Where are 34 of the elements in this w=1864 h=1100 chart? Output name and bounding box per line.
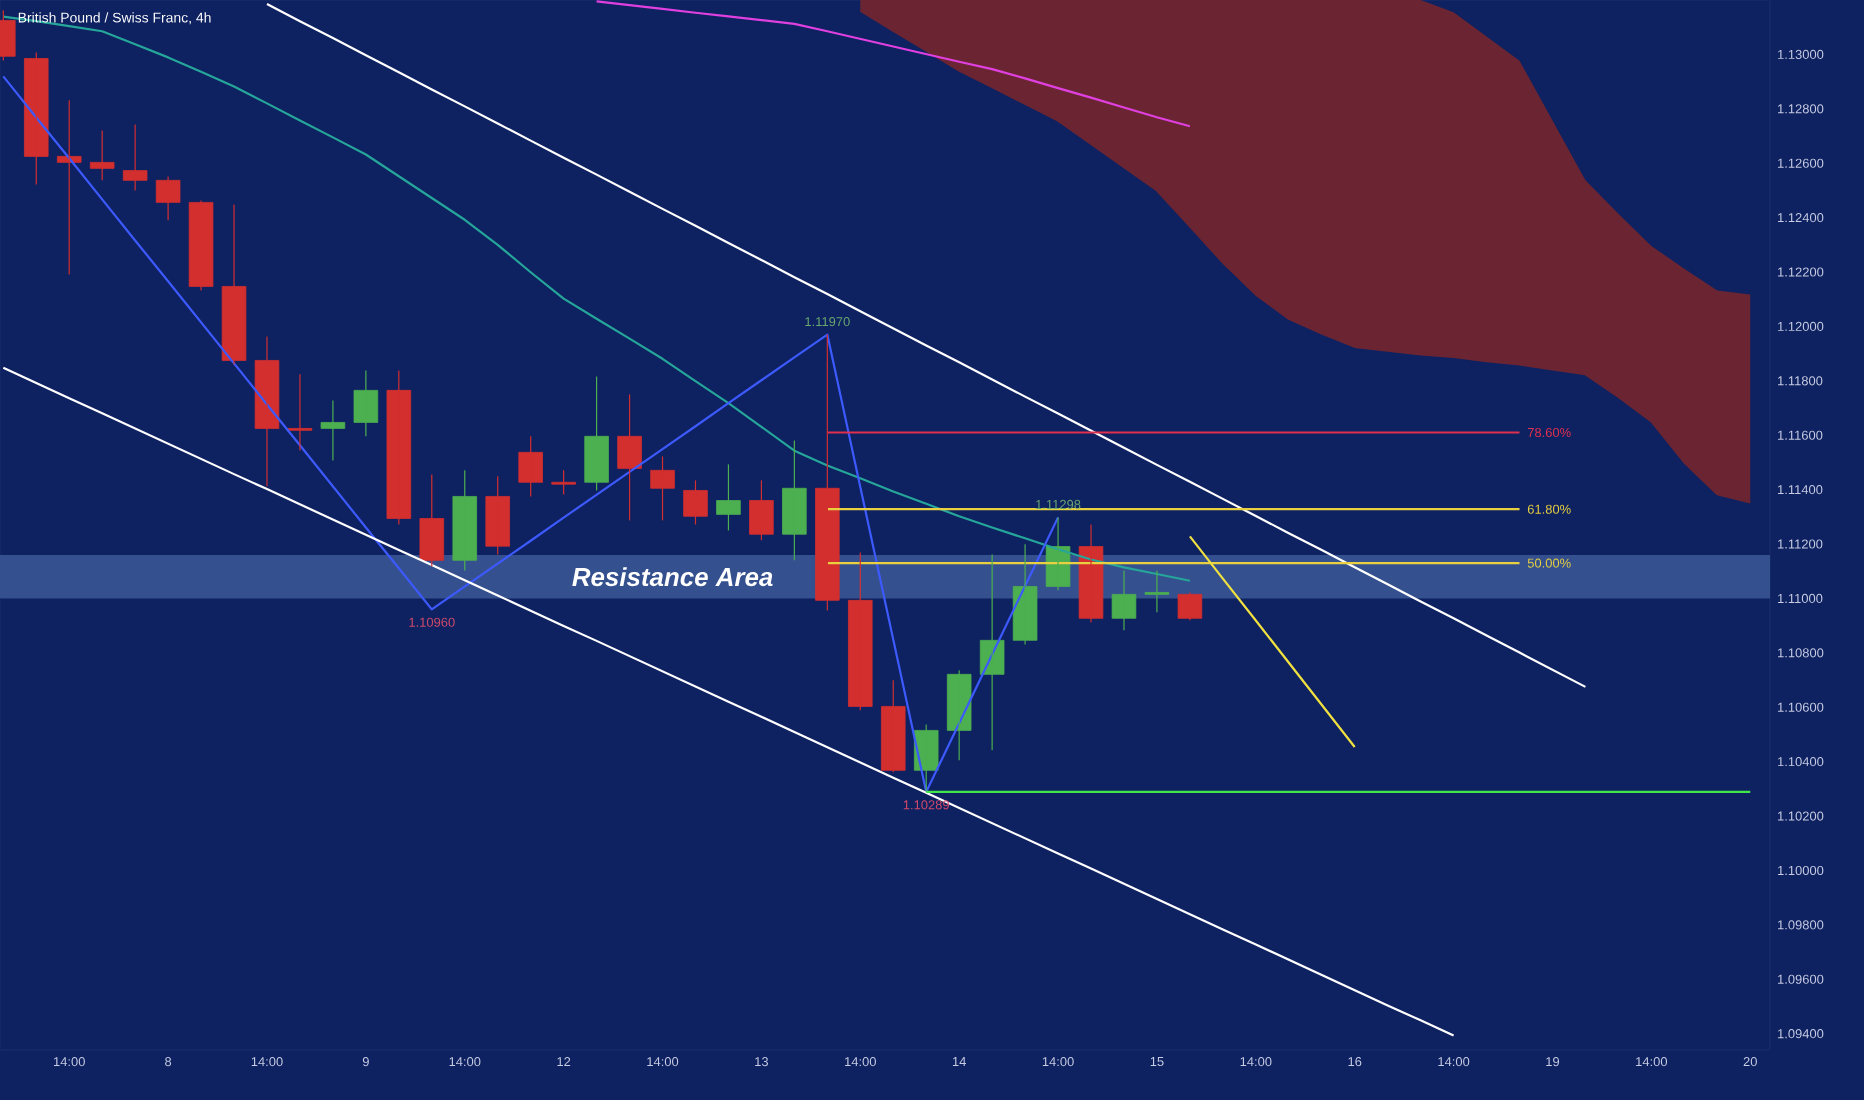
candlestick [683, 479, 708, 526]
candlestick [749, 479, 774, 541]
candlestick [122, 123, 148, 192]
candlestick [419, 473, 445, 567]
candlestick [1078, 523, 1104, 623]
candlestick [848, 551, 873, 711]
candlestick [155, 175, 181, 221]
candlestick [946, 669, 972, 761]
candlestick [89, 129, 115, 181]
candlestick [716, 463, 741, 532]
candlestick [485, 475, 510, 555]
candlestick [452, 469, 478, 572]
candlestick [188, 199, 214, 292]
candlestick [1177, 591, 1203, 621]
candlestick [386, 369, 412, 526]
candlestick [650, 455, 675, 521]
candlestick [287, 373, 313, 452]
candlestick [56, 99, 82, 276]
candlestick [1144, 569, 1170, 613]
candlestick [320, 399, 346, 462]
band-label: Resistance Area [572, 567, 773, 587]
candlestick [584, 375, 609, 492]
candlestick [551, 469, 576, 496]
candlestick [353, 369, 379, 437]
candlestick [1111, 569, 1137, 631]
candlestick [1012, 543, 1038, 646]
candlestick [254, 335, 280, 487]
candlestick [518, 435, 543, 498]
candlestick [880, 679, 906, 773]
candlestick [221, 203, 247, 366]
candlestick [617, 393, 642, 521]
candlestick [23, 51, 49, 186]
candlestick [815, 333, 840, 612]
candlestick [782, 439, 807, 561]
